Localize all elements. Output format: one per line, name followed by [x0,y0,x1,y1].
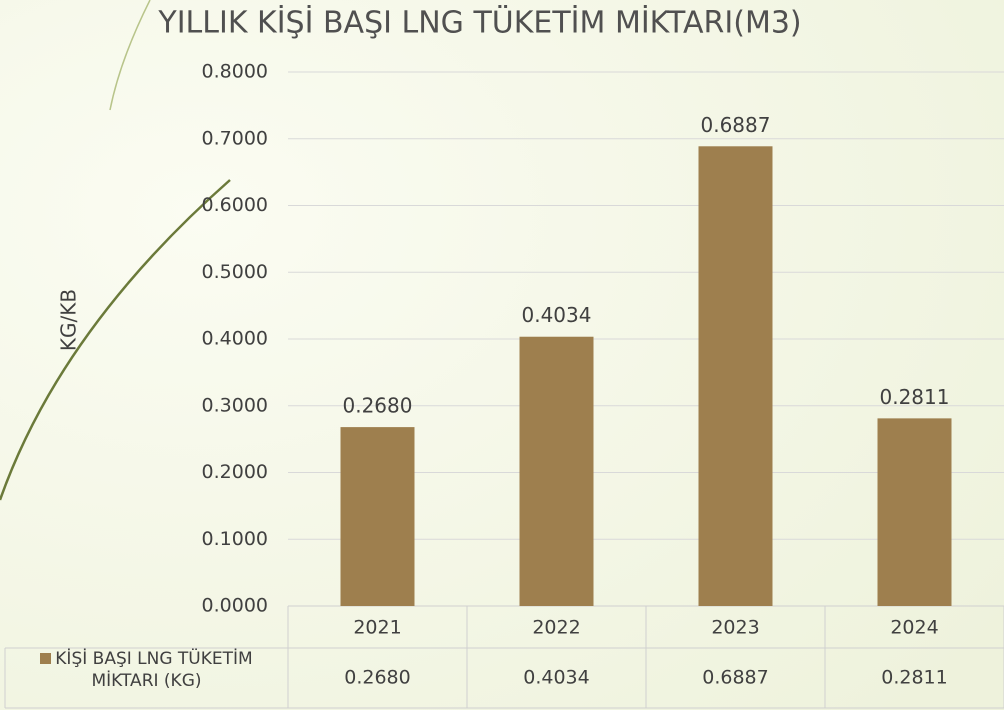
y-tick-label: 0.4000 [202,328,268,350]
x-tick-label: 2021 [353,617,401,639]
data-label: 0.4034 [522,303,592,327]
bar [698,146,773,606]
x-tick-label: 2024 [890,617,938,639]
data-label: 0.2680 [343,394,413,418]
y-tick-label: 0.6000 [202,194,268,216]
data-label: 0.6887 [701,113,771,137]
table-value: 0.4034 [523,667,589,689]
decor-curve [0,179,231,501]
decor-line [109,0,151,111]
table-value: 0.2811 [881,667,947,689]
legend-cell: KİŞİ BAŞI LNG TÜKETİM MİKTARI (KG) [5,648,288,692]
legend-swatch [40,653,52,664]
table-value: 0.6887 [702,667,768,689]
y-tick-label: 0.2000 [202,461,268,483]
table-value: 0.2680 [344,667,410,689]
legend-entry: KİŞİ BAŞI LNG TÜKETİM MİKTARI (KG) [5,648,288,692]
x-tick-label: 2023 [711,617,759,639]
y-tick-label: 0.1000 [202,528,268,550]
bar [340,427,415,606]
bar [519,336,594,606]
y-tick-label: 0.0000 [202,595,268,617]
y-tick-label: 0.3000 [202,394,268,416]
data-label: 0.2811 [880,385,950,409]
y-tick-label: 0.8000 [202,61,268,83]
legend-label: KİŞİ BAŞI LNG TÜKETİM MİKTARI (KG) [55,649,253,691]
x-tick-label: 2022 [532,617,580,639]
bar [877,418,952,606]
y-axis-title: KG/KB [57,289,81,351]
y-tick-label: 0.7000 [202,127,268,149]
y-tick-label: 0.5000 [202,261,268,283]
chart-title: YILLIK KİŞİ BAŞI LNG TÜKETİM MİKTARI(M3) [157,5,801,41]
